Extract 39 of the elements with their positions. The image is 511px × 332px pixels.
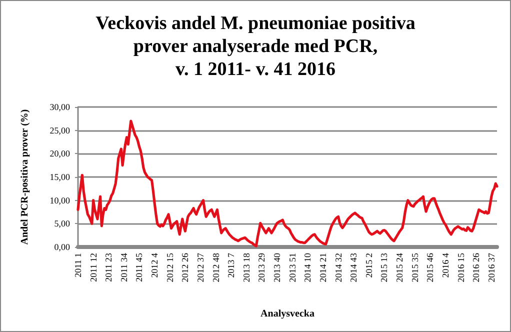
x-tick-label: 2016 26 <box>471 252 482 282</box>
y-tick-label: 30,00 <box>50 102 70 112</box>
y-tick-label: 20,00 <box>50 148 70 159</box>
x-tick-label: 2011 45 <box>134 252 144 282</box>
x-tick-label: 2013 7 <box>226 252 236 278</box>
x-tick-label: 2013 51 <box>287 253 298 282</box>
line-series <box>76 120 498 248</box>
x-tick-label: 2012 26 <box>180 252 190 282</box>
x-tick-label: 2016 15 <box>456 252 466 282</box>
x-tick-label: 2015 13 <box>379 252 390 282</box>
x-tick-label: 2011 1 <box>73 253 83 278</box>
x-tick-label: 2011 12 <box>88 253 98 282</box>
x-tick-label: 2014 10 <box>302 252 313 282</box>
x-tick-label: 2016 4 <box>440 252 450 278</box>
y-tick-label: 25,00 <box>50 125 70 136</box>
x-tick-label: 2013 40 <box>272 252 282 282</box>
x-tick-label: 2015 46 <box>425 252 436 282</box>
x-tick-label: 2012 48 <box>210 252 221 282</box>
x-tick-label: 2011 34 <box>118 252 129 282</box>
chart-title: Veckovis andel M. pneumoniae positiva prover analyserade med PCR, v. 1 2011- v. 41 2016 <box>96 13 416 80</box>
y-tick-label: 15,00 <box>50 172 70 182</box>
x-tick-label: 2013 29 <box>256 252 267 282</box>
x-tick-label: 2015 2 <box>364 253 374 278</box>
x-axis-title: Analysvecka <box>260 308 314 320</box>
x-tick-label: 2013 18 <box>241 252 252 282</box>
x-tick-label: 2012 4 <box>150 252 160 278</box>
x-tick-label: 2016 37 <box>486 252 496 282</box>
x-tick-label: 2014 32 <box>333 253 344 282</box>
x-tick-label: 2014 43 <box>348 252 359 282</box>
x-tick-label: 2012 15 <box>164 252 175 282</box>
y-axis-title: Andel PCR-positiva prover (%) <box>20 109 30 245</box>
y-tick-label: 0,00 <box>54 242 70 252</box>
x-tick-label: 2014 21 <box>318 253 328 282</box>
x-tick-label: 2015 35 <box>410 252 420 282</box>
x-tick-label: 2015 24 <box>394 252 405 282</box>
x-tick-label: 2011 23 <box>104 252 114 282</box>
y-tick-label: 10,00 <box>50 195 70 206</box>
x-tick-label: 2012 37 <box>196 252 206 282</box>
y-tick-label: 5,00 <box>54 218 70 229</box>
